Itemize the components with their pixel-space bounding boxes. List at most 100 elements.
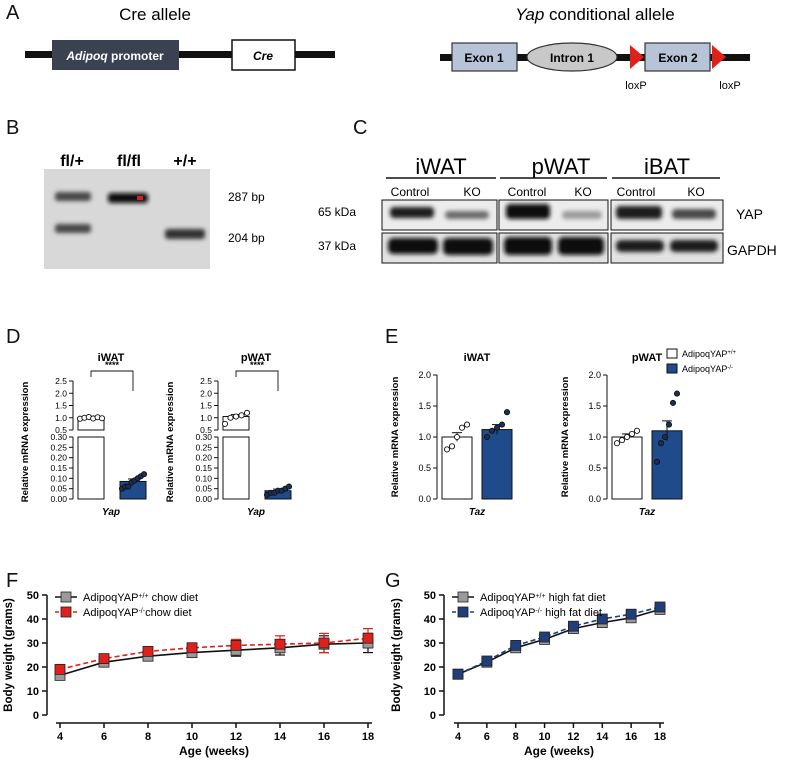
f-legend-label-1: AdipoqYAP-/-chow diet xyxy=(83,607,192,619)
gapdh-band-iwat-ko xyxy=(443,238,493,255)
tissue-label-pwat: pWAT xyxy=(532,154,591,179)
f-legend-marker-0 xyxy=(60,591,72,603)
intron1-label: Intron 1 xyxy=(550,51,594,65)
e-pwat-point-1 xyxy=(669,399,677,406)
protein-yap: YAP xyxy=(736,206,763,222)
protein-gapdh: GAPDH xyxy=(727,242,777,258)
g-ytick-label: 50 xyxy=(424,590,436,602)
d-iwat-upper-tick-label: 1.5 xyxy=(55,401,67,411)
f-ytick-label: 20 xyxy=(27,662,39,674)
d-pwat-upper-tick-label: 0.5 xyxy=(200,425,212,435)
cre-allele-title: Cre allele xyxy=(119,5,191,24)
e-iwat-ytick-label: 1.5 xyxy=(418,401,431,411)
e-iwat-ytick-label: 2.0 xyxy=(418,370,431,380)
lane-ko-pwat: KO xyxy=(574,185,591,199)
f-marker-1 xyxy=(142,646,154,657)
e-iwat-point-0 xyxy=(448,443,456,450)
e-iwat-point-1 xyxy=(488,427,496,434)
f-ytick-label: 40 xyxy=(27,614,39,626)
f-ytick-label: 50 xyxy=(27,590,39,602)
panel-label-e: E xyxy=(385,326,399,348)
exon1-label: Exon 1 xyxy=(464,51,504,65)
allele-schematic: Cre allele Yap conditional allele Adipoq… xyxy=(25,5,750,92)
yap-title-rest: conditional allele xyxy=(544,5,674,24)
tissue-label-iwat: iWAT xyxy=(415,154,466,179)
d-pwat-point-0 xyxy=(221,420,229,427)
e-pwat-xlabel: Taz xyxy=(639,507,655,518)
western-blot: iWAT pWAT iBAT Control KO Control KO Con… xyxy=(318,154,777,264)
e-iwat-point-0 xyxy=(443,446,451,453)
g-ytick-label: 30 xyxy=(424,638,436,650)
e-pwat-bar-0 xyxy=(611,436,643,500)
f-xtick-label: 12 xyxy=(230,731,242,743)
cre-box xyxy=(231,39,296,71)
d-pwat-lower-tick-label: 0.05 xyxy=(195,484,212,494)
f-xtick-label: 14 xyxy=(274,731,287,743)
f-marker-1 xyxy=(318,637,330,649)
d-pwat-lower-tick-label: 0.15 xyxy=(195,463,212,473)
e-iwat-xlabel: Taz xyxy=(469,507,485,518)
legend-e-swatch-wt xyxy=(666,348,678,359)
f-line-0 xyxy=(59,642,369,677)
f-marker-1 xyxy=(274,638,286,650)
e-iwat-ylabel: Relative mRNA expression xyxy=(390,377,401,498)
e-pwat-ytick-label: 0.0 xyxy=(588,494,601,504)
d-iwat-bar-lower-0 xyxy=(77,436,105,500)
chart-e-iwat: iWAT 0.0 0.5 1.0 1.5 2.0 Relative mRNA express… xyxy=(390,352,513,518)
g-xtick-label: 6 xyxy=(484,731,490,743)
loxp2-label: loxP xyxy=(719,80,740,92)
e-iwat-point-1 xyxy=(503,409,511,416)
lane-ko-ibat: KO xyxy=(687,185,704,199)
d-iwat-point-1 xyxy=(140,471,148,478)
e-pwat-ytick-label: 1.5 xyxy=(588,401,601,411)
d-pwat-point-0 xyxy=(232,413,240,420)
f-ytick-label: 30 xyxy=(27,638,39,650)
kda-upper: 65 kDa xyxy=(318,205,356,219)
e-pwat-bar-1 xyxy=(651,430,683,500)
d-iwat-upper-tick-label: 2.5 xyxy=(55,376,67,386)
e-iwat-title: iWAT xyxy=(464,352,491,364)
d-pwat-lower-tick-label: 0.20 xyxy=(195,453,212,463)
gapdh-band-iwat-control xyxy=(388,238,438,254)
f-line-1 xyxy=(59,637,369,671)
d-pwat-ylabel: Relative mRNA expression xyxy=(165,382,176,503)
d-iwat-sig-label: **** xyxy=(105,360,120,370)
g-marker-1 xyxy=(654,601,666,613)
d-iwat-lower-tick-label: 0.10 xyxy=(50,473,67,483)
g-marker-1 xyxy=(568,620,579,632)
e-pwat-ytick-label: 1.0 xyxy=(588,432,601,442)
cre-label: Cre xyxy=(253,49,273,63)
cre-dna-line xyxy=(25,51,335,58)
gapdh-band-pwat-control xyxy=(504,237,552,255)
d-iwat-lower-tick-label: 0.15 xyxy=(50,463,67,473)
g-xlabel: Age (weeks) xyxy=(524,744,594,758)
g-xtick-label: 18 xyxy=(654,731,666,743)
e-pwat-ylabel: Relative mRNA expression xyxy=(560,377,571,498)
d-iwat-title: iWAT xyxy=(98,352,125,364)
e-pwat-point-0 xyxy=(618,437,626,444)
legend-e-swatch-ko xyxy=(666,363,678,374)
lane-label-wt: +/+ xyxy=(173,153,196,170)
d-pwat-point-0 xyxy=(238,412,245,419)
d-iwat-upper-tick-label: 1.0 xyxy=(55,413,67,423)
d-iwat-xlabel: Yap xyxy=(102,507,120,518)
d-pwat-upper-tick-label: 2.0 xyxy=(200,388,212,398)
chart-d-iwat: iWAT0.51.01.52.02.50.000.050.100.150.200… xyxy=(20,352,148,518)
e-pwat-point-0 xyxy=(633,427,641,434)
e-pwat-point-1 xyxy=(657,440,665,447)
d-iwat-point-1 xyxy=(125,483,132,490)
g-ytick-label: 0 xyxy=(430,710,436,722)
legend-e-label-ko: AdipoqYAP-/- xyxy=(682,364,733,374)
chart-d-pwat: pWAT0.51.01.52.02.50.000.050.100.150.200… xyxy=(165,352,293,518)
f-xtick-label: 16 xyxy=(318,731,330,743)
f-ylabel: Body weight (grams) xyxy=(3,598,15,712)
e-pwat-point-1 xyxy=(673,390,681,397)
gapdh-band-ibat-ko xyxy=(670,240,718,252)
chart-g-hfd: 0 10 20 30 40 50 4 6 8 10 12 14 16 18 Age (weeks) Body … xyxy=(391,590,666,758)
yap-band-iwat-ko xyxy=(445,211,489,219)
d-pwat-lower-tick-label: 0.10 xyxy=(195,473,212,483)
e-iwat-bar-0 xyxy=(441,436,473,500)
d-pwat-lower-tick-label: 0.25 xyxy=(195,442,212,452)
f-marker-1 xyxy=(362,632,374,644)
d-iwat-upper-tick-label: 2.0 xyxy=(55,388,67,398)
